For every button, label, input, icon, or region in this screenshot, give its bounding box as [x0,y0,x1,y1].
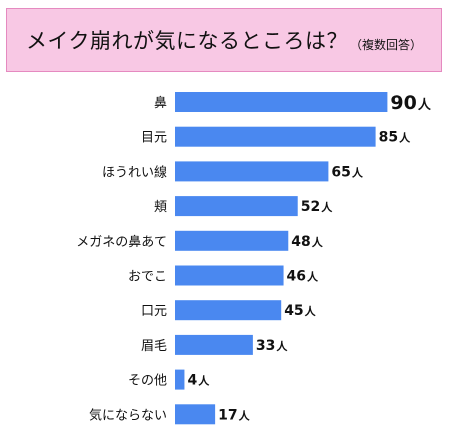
bar [175,369,185,390]
data-label: 4人 [187,373,210,389]
bar [175,230,289,251]
chart-title-box: メイク崩れが気になるところは？ （複数回答） [6,8,442,72]
data-label: 90人 [390,92,431,114]
category-label: 眉毛 [141,339,167,354]
bar [175,126,376,147]
bar [175,161,329,182]
category-label: メガネの鼻あて [76,234,167,250]
category-label: 目元 [141,131,167,146]
data-label: 65人 [331,164,363,180]
data-label: 52人 [301,199,333,215]
category-label: その他 [128,374,167,389]
category-label: 頬 [154,200,167,215]
bar [175,300,282,321]
data-label: 85人 [379,130,411,146]
category-label: 口元 [141,304,167,319]
bar [175,334,253,355]
data-label: 46人 [287,269,319,285]
category-label: ほうれい線 [102,164,167,180]
chart-title: メイク崩れが気になるところは？ [25,29,349,53]
category-label: 鼻 [154,95,167,111]
data-label: 45人 [284,303,316,319]
bar [175,92,388,112]
category-label: 気にならない [89,407,167,423]
bar [175,404,216,425]
category-label: おでこ [128,270,167,285]
chart-subtitle: （複数回答） [350,37,423,52]
bar [175,196,298,217]
bar [175,265,284,286]
data-label: 33人 [256,338,288,354]
data-label: 48人 [291,234,323,250]
data-label: 17人 [218,407,250,423]
